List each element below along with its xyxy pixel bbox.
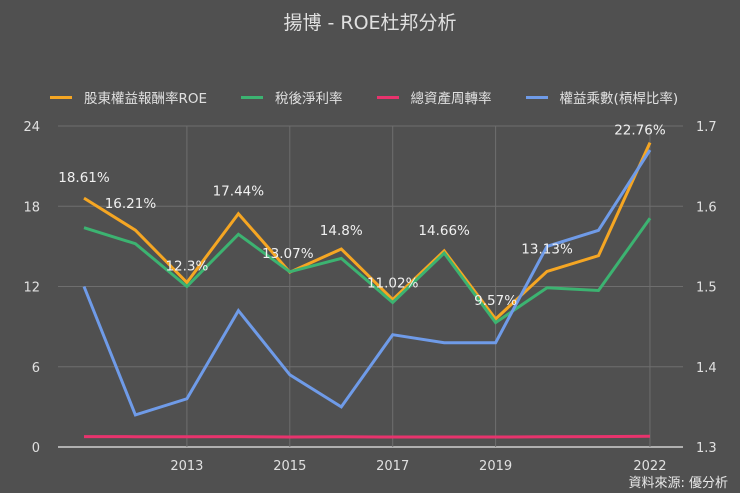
- legend-item-roe[interactable]: 股東權益報酬率ROE: [50, 87, 207, 107]
- legend-label: 權益乘數(槓桿比率): [559, 91, 679, 107]
- data-label-roe: 16.21%: [105, 196, 157, 212]
- y-left-tick-label: 18: [23, 200, 40, 215]
- legend-swatch-equity-multiplier: [525, 95, 548, 99]
- y-right-tick-label: 1.7: [696, 120, 717, 135]
- data-label-roe: 9.57%: [474, 293, 517, 309]
- legend-item-net-margin[interactable]: 稅後淨利率: [241, 87, 343, 107]
- series-line: [83, 141, 652, 322]
- data-label-roe: 17.44%: [213, 184, 265, 200]
- legend-swatch-net-margin: [241, 95, 264, 99]
- series-line: [82, 149, 652, 417]
- data-label-roe: 13.13%: [521, 241, 573, 257]
- chart-title: 揚博 - ROE杜邦分析: [283, 12, 457, 34]
- y-right-tick-label: 1.3: [696, 441, 717, 456]
- data-label-roe: 13.07%: [262, 246, 314, 262]
- x-tick-label: 2019: [479, 459, 512, 474]
- y-right-tick-label: 1.6: [696, 200, 717, 215]
- legend-item-equity-multiplier[interactable]: 權益乘數(槓桿比率): [525, 87, 679, 107]
- data-label-roe: 18.61%: [58, 170, 110, 186]
- legend-swatch-roe: [50, 95, 72, 99]
- data-label-roe: 14.66%: [418, 223, 470, 239]
- data-label-roe: 12.3%: [165, 258, 208, 274]
- data-label-roe: 14.8%: [320, 223, 363, 239]
- data-label-roe: 22.76%: [614, 123, 666, 139]
- y-right-tick-label: 1.5: [696, 281, 717, 296]
- data-label-roe: 11.02%: [367, 276, 419, 292]
- x-tick-label: 2015: [273, 459, 306, 474]
- x-tick-label: 2017: [376, 459, 409, 474]
- series-line: [83, 434, 651, 439]
- source-note: 資料來源: 優分析: [628, 476, 728, 491]
- x-tick-label: 2013: [170, 459, 203, 474]
- legend-item-asset-turnover[interactable]: 總資產周轉率: [376, 87, 492, 107]
- x-tick-label: 2022: [633, 459, 666, 474]
- y-left-tick-label: 24: [23, 120, 40, 135]
- legend-label: 稅後淨利率: [275, 91, 343, 107]
- legend-label: 股東權益報酬率ROE: [84, 91, 208, 107]
- chart-legend: 股東權益報酬率ROE 稅後淨利率 總資產周轉率 權益乘數(槓桿比率): [50, 87, 712, 107]
- y-right-tick-label: 1.4: [696, 361, 717, 376]
- y-left-tick-label: 6: [32, 361, 40, 376]
- y-left-tick-label: 0: [32, 441, 40, 456]
- legend-swatch-asset-turnover: [376, 95, 399, 99]
- legend-label: 總資產周轉率: [410, 91, 492, 107]
- y-left-tick-label: 12: [23, 281, 40, 296]
- series-line: [83, 217, 652, 325]
